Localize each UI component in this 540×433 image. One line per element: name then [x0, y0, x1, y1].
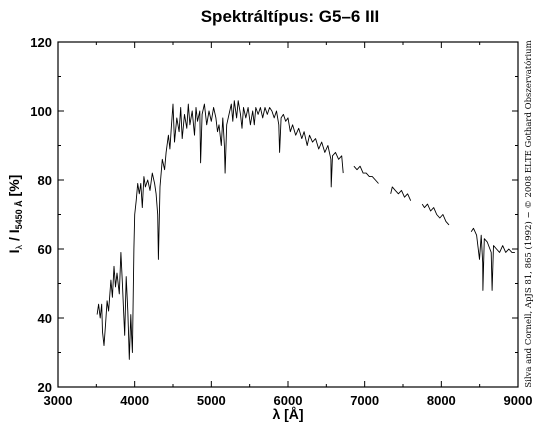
y-tick-label: 100 [30, 104, 52, 119]
x-axis-label: λ [Å] [272, 406, 303, 422]
y-label-unit: [%] [6, 175, 22, 201]
plot-frame [57, 41, 519, 388]
y-label-main: I [6, 249, 22, 253]
spectrum-line-segment [353, 165, 379, 184]
y-tick-label: 40 [38, 311, 52, 326]
chart-title: Spektráltípus: G5–6 III [201, 7, 380, 26]
x-tick-label: 8000 [427, 393, 456, 408]
y-label-sub2: 5450 Å [14, 200, 24, 230]
spectrum-line-segment [96, 100, 344, 360]
x-axis: 3000 4000 5000 6000 7000 8000 9000 [44, 42, 533, 408]
y-label-mid: / I [6, 229, 22, 245]
x-tick-label: 7000 [350, 393, 379, 408]
y-axis: 20 40 60 80 100 120 [30, 35, 518, 395]
x-tick-label: 9000 [504, 393, 533, 408]
x-tick-label: 6000 [274, 393, 303, 408]
y-tick-label: 60 [38, 242, 52, 257]
x-tick-label: 5000 [197, 393, 226, 408]
credit-text: Silva and Cornell, ApJS 81, 865 (1992) −… [523, 40, 534, 387]
y-tick-label: 120 [30, 35, 52, 50]
spectrum-line-segment [470, 227, 515, 291]
y-axis-label: Iλ / I5450 Å [%] [6, 175, 24, 254]
y-label-sub1: λ [14, 244, 24, 249]
y-tick-label: 80 [38, 173, 52, 188]
spectrum-line-segment [390, 186, 412, 201]
spectrum-line-segment [421, 203, 450, 226]
x-tick-label: 4000 [120, 393, 149, 408]
spectrum-series [96, 100, 515, 360]
x-tick-label: 3000 [44, 393, 73, 408]
y-tick-label: 20 [38, 380, 52, 395]
